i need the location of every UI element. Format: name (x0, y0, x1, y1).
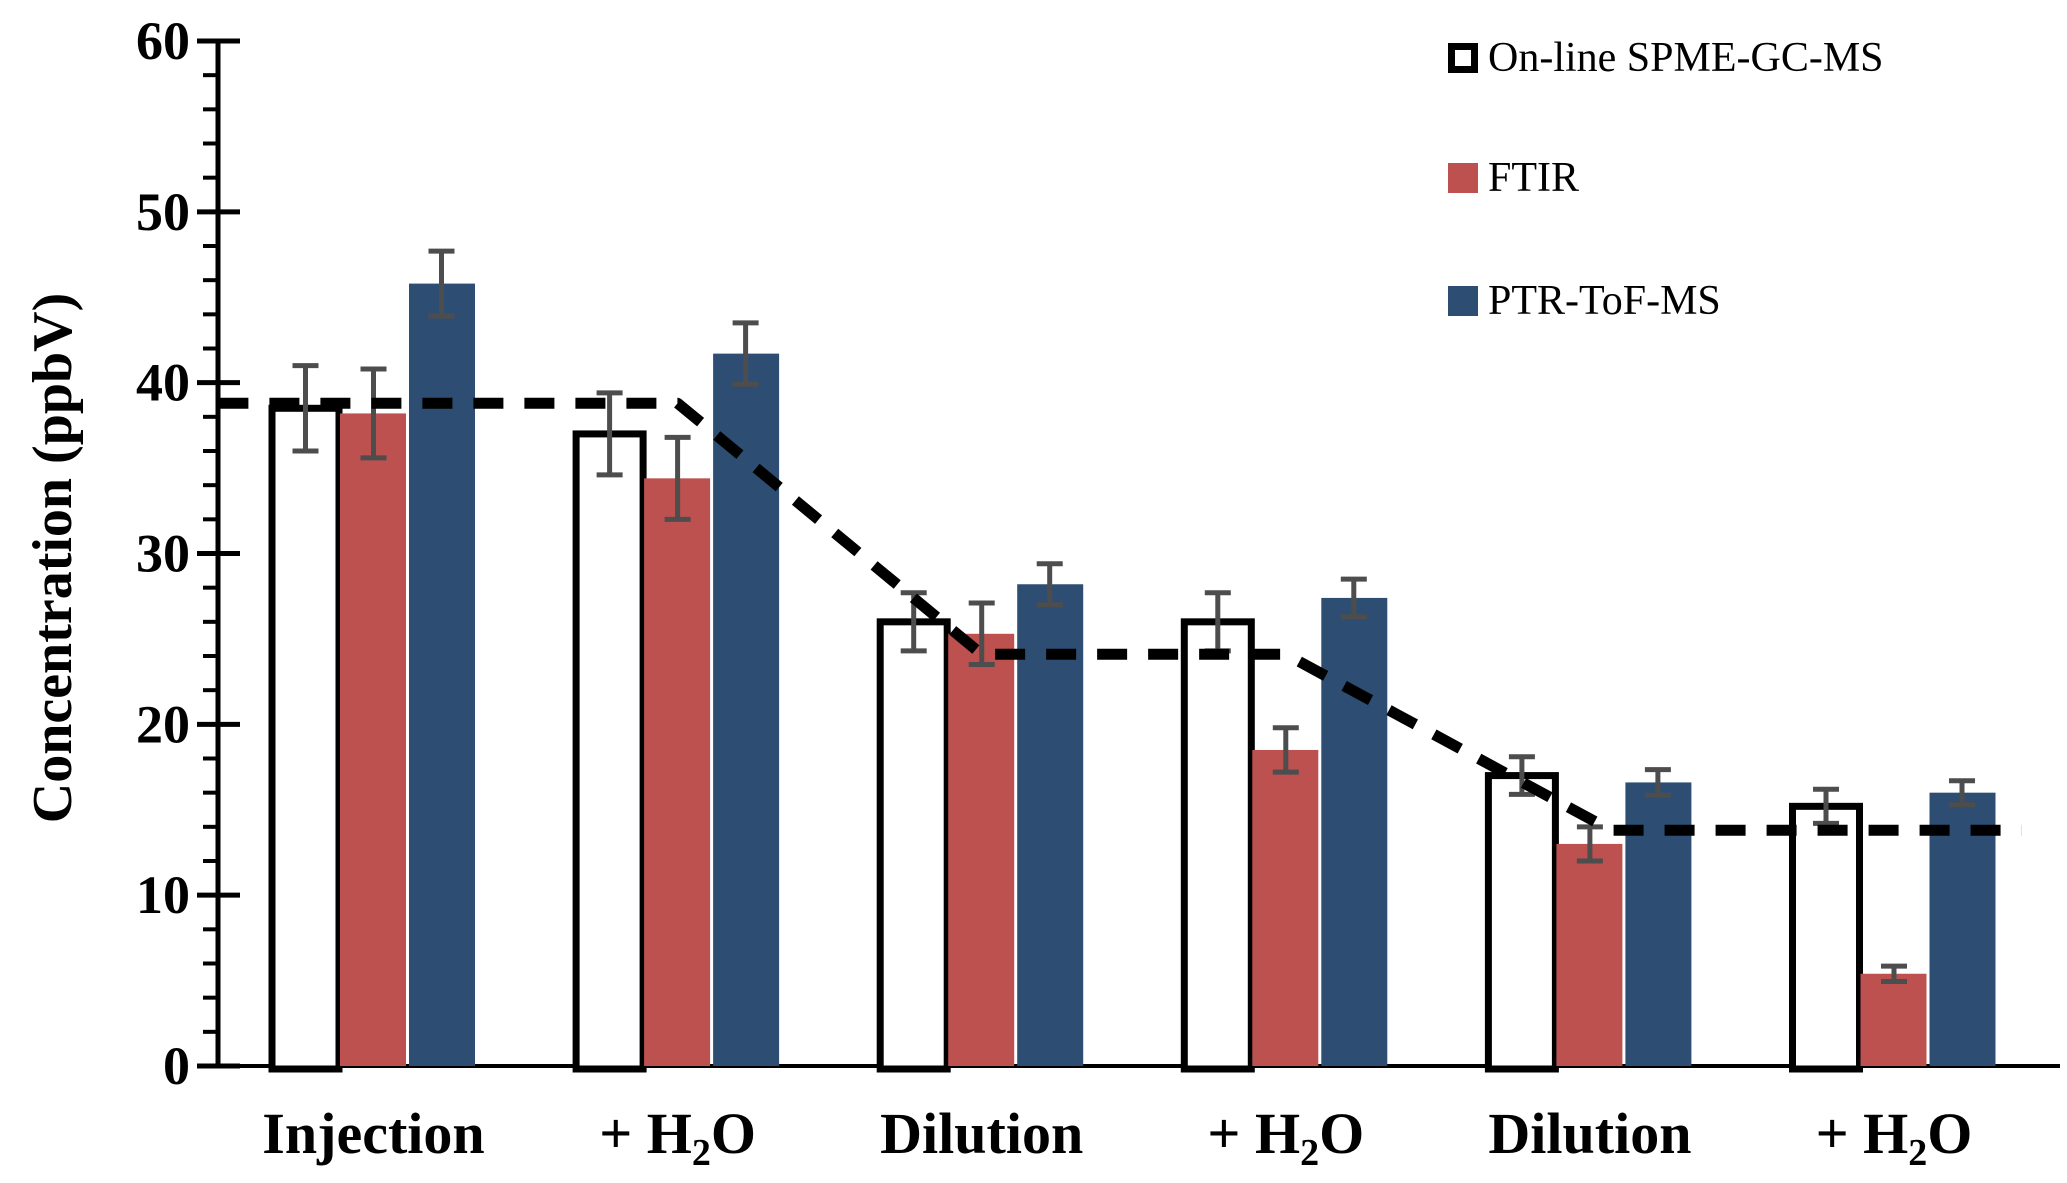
x-category-label: Dilution (1488, 1101, 1691, 1166)
y-tick-label: 40 (136, 353, 190, 413)
legend-marker-ptr-tof-ms (1448, 286, 1478, 316)
dashed-guide-line (218, 397, 2022, 836)
bar-ptr-tof-ms-3 (1017, 584, 1084, 1066)
bar-on-line-spme-gc-ms-3 (876, 618, 951, 1073)
y-tick-label: 10 (136, 865, 190, 925)
y-tick-label: 50 (136, 182, 190, 242)
legend-label-spme-gc-ms: On-line SPME-GC-MS (1488, 35, 1884, 81)
x-category-label: + H2O (1816, 1101, 1973, 1174)
y-tick-label: 30 (136, 524, 190, 584)
y-tick-label: 60 (136, 11, 190, 71)
bar-ptr-tof-ms-2 (713, 353, 780, 1066)
bar-ptr-tof-ms-1 (409, 283, 475, 1066)
x-category-label: + H2O (1207, 1101, 1364, 1174)
bar-ftir-2 (644, 478, 711, 1066)
bar-ptr-tof-ms-4 (1321, 597, 1388, 1066)
bar-ftir-3 (948, 633, 1015, 1066)
bar-ftir-5 (1556, 843, 1623, 1066)
bar-on-line-spme-gc-ms-5 (1484, 772, 1559, 1073)
legend-label-ptr-tof-ms: PTR-ToF-MS (1488, 278, 1721, 324)
x-category-label: Injection (262, 1101, 484, 1166)
legend-marker-ftir (1448, 163, 1478, 193)
legend-item-ptr-tof-ms: PTR-ToF-MS (1448, 279, 1721, 323)
bar-ptr-tof-ms-6 (1929, 792, 1996, 1066)
legend-item-spme-gc-ms: On-line SPME-GC-MS (1448, 36, 1884, 80)
bar-ftir-1 (340, 413, 406, 1067)
y-tick-label: 20 (136, 694, 190, 754)
legend-marker-spme-gc-ms (1448, 43, 1478, 73)
bar-ftir-6 (1860, 973, 1927, 1066)
legend-label-ftir: FTIR (1488, 155, 1580, 201)
y-tick-label: 0 (163, 1036, 190, 1096)
y-axis-title: Concentration (ppbV) (22, 292, 84, 824)
bar-on-line-spme-gc-ms-2 (572, 430, 647, 1073)
x-category-label: + H2O (599, 1101, 756, 1174)
bar-on-line-spme-gc-ms-1 (268, 404, 343, 1073)
bar-ftir-4 (1252, 749, 1319, 1066)
bar-on-line-spme-gc-ms-6 (1789, 802, 1863, 1073)
bar-on-line-spme-gc-ms-4 (1180, 618, 1255, 1073)
legend-item-ftir: FTIR (1448, 156, 1579, 200)
x-category-label: Dilution (880, 1101, 1083, 1166)
